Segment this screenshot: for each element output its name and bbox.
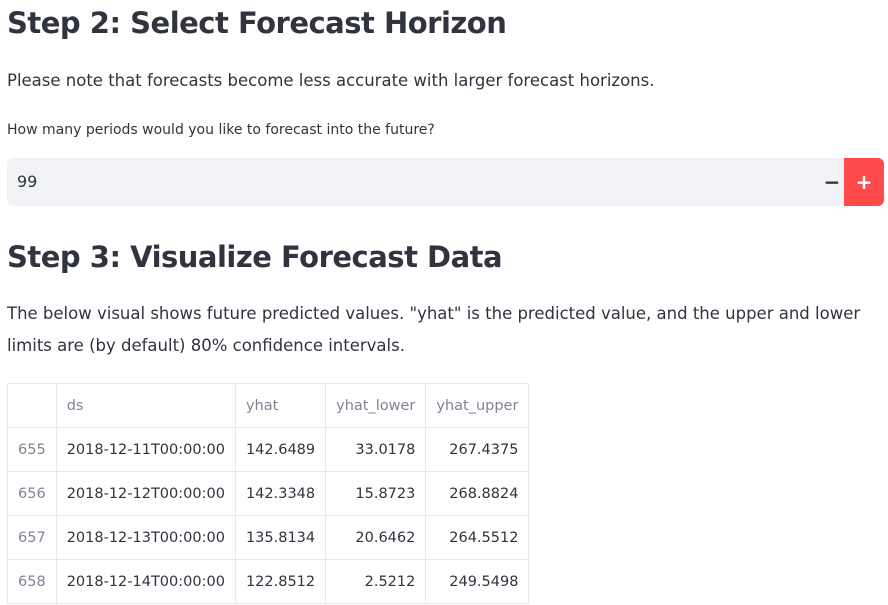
table-cell: 33.0178 (325, 427, 427, 472)
decrement-button[interactable]: − (823, 170, 841, 194)
table-cell: 267.4375 (425, 427, 530, 472)
input-value[interactable]: 99 (17, 172, 38, 191)
table-cell: 264.5512 (425, 515, 530, 560)
table-cell: 142.6489 (234, 427, 327, 472)
table-cell: 135.8134 (234, 515, 327, 560)
description: The below visual shows future predicted … (7, 304, 861, 355)
table-row: 655 2018-12-11T00:00:00 142.6489 33.0178 267… (7, 427, 530, 472)
table-cell: 15.8723 (325, 471, 427, 516)
number-input[interactable]: 99 − + (7, 158, 884, 206)
index-header (7, 383, 57, 428)
table-cell: 268.8824 (425, 471, 530, 516)
increment-button[interactable]: + (844, 158, 884, 206)
table-cell: 122.8512 (234, 559, 327, 604)
data-table: ds yhat yhat_lower yhat_upper 655 2018-12-11… (7, 383, 530, 604)
table-row: 657 2018-12-13T00:00:00 135.8134 20.6462 264… (7, 515, 530, 560)
table-row: 656 2018-12-12T00:00:00 142.3348 15.8723 268… (7, 471, 530, 516)
heading: Step 3: Visualize Forecast Data (7, 240, 503, 274)
table-row: 658 2018-12-14T00:00:00 122.8512 2.5212 249.… (7, 559, 530, 604)
table-cell: 2018-12-14T00:00:00 (55, 559, 236, 604)
table-cell: 2018-12-12T00:00:00 (55, 471, 236, 516)
input-label: How many periods would you like to forec… (7, 122, 435, 138)
column-header: yhat (234, 383, 327, 428)
header-row: ds yhat yhat_lower yhat_upper (7, 383, 530, 428)
column-header: yhat_lower (325, 383, 427, 428)
column-header: yhat_upper (425, 383, 530, 428)
table-cell: 20.6462 (325, 515, 427, 560)
table-cell: 2018-12-13T00:00:00 (55, 515, 236, 560)
row-index: 655 (7, 427, 57, 472)
heading: Step 2: Select Forecast Horizon (7, 6, 507, 40)
column-header: ds (55, 383, 236, 428)
note: Please note that forecasts become less a… (7, 71, 655, 90)
table-cell: 2.5212 (325, 559, 427, 604)
table-cell: 249.5498 (425, 559, 530, 604)
table-cell: 142.3348 (234, 471, 327, 516)
row-index: 656 (7, 471, 57, 516)
row-index: 658 (7, 559, 57, 604)
table-cell: 2018-12-11T00:00:00 (55, 427, 236, 472)
table-body: 655 2018-12-11T00:00:00 142.6489 33.0178 267… (7, 427, 530, 604)
row-index: 657 (7, 515, 57, 560)
